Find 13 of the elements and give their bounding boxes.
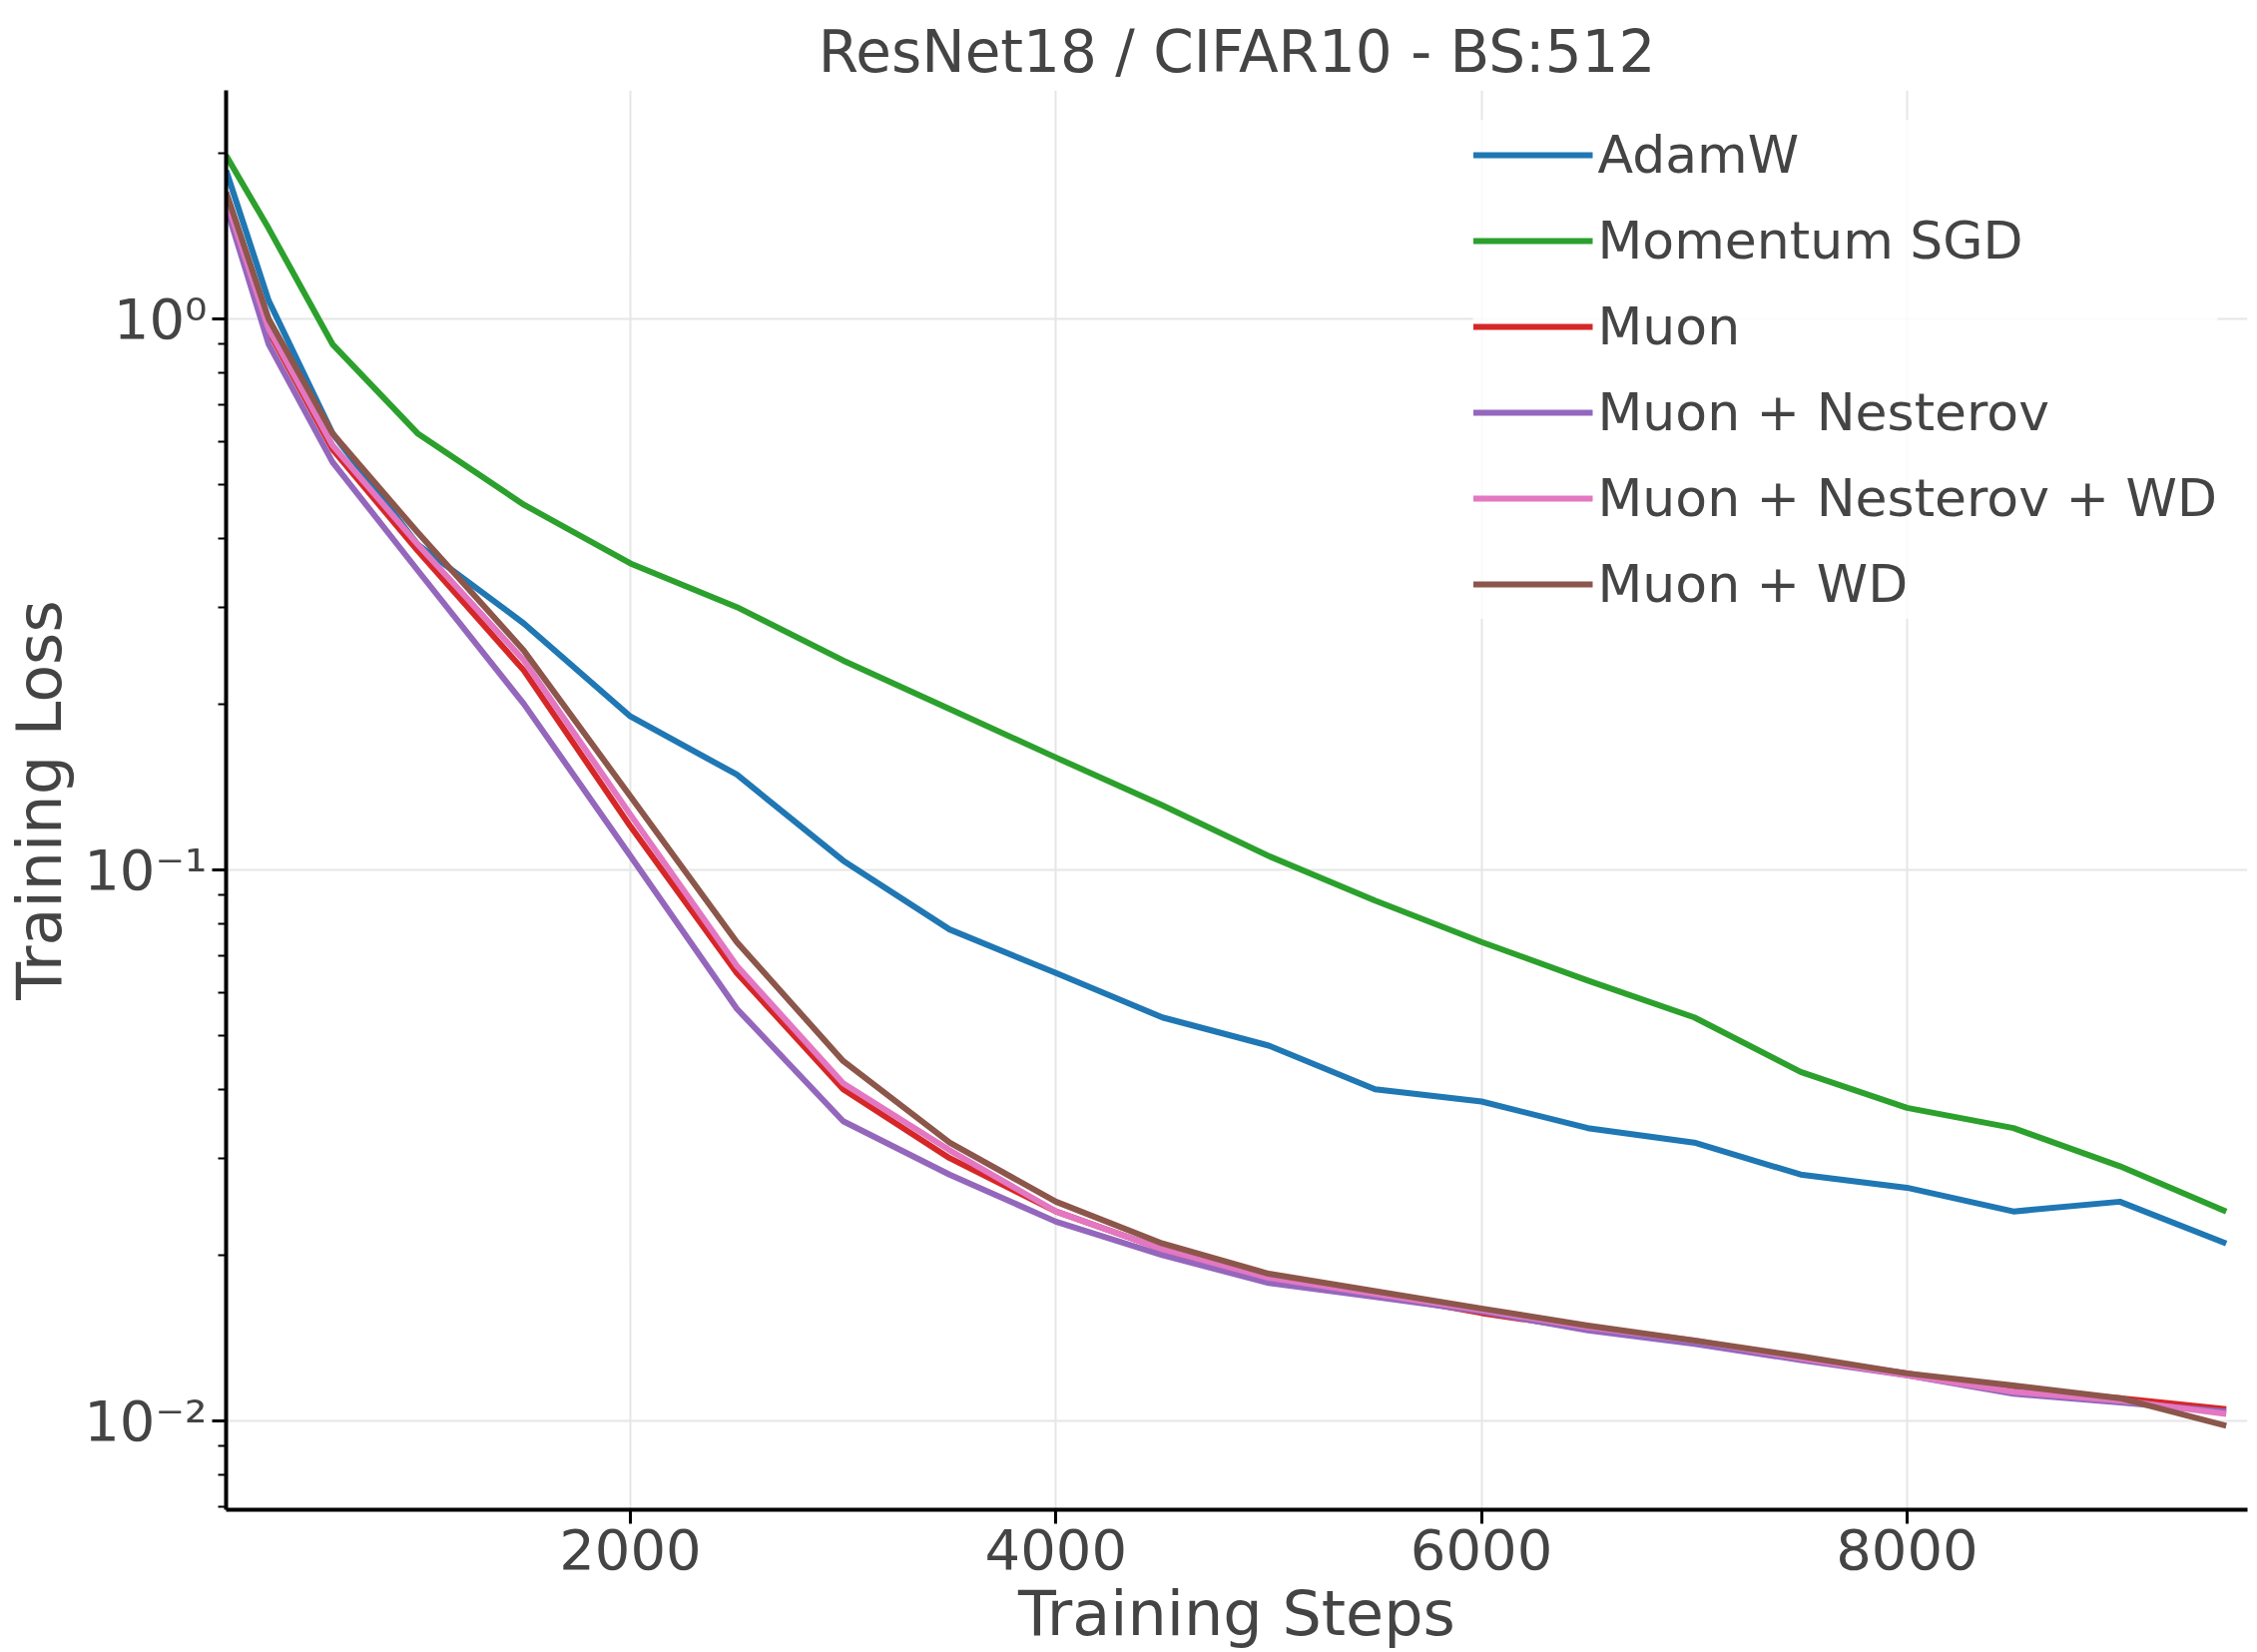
y-axis-title: Training Loss [3, 600, 77, 1001]
x-tick-label: 2000 [559, 1516, 702, 1582]
legend-label: AdamW [1597, 124, 1800, 187]
legend-label: Muon + WD [1597, 553, 1909, 616]
y-tick-label: 10⁻¹ [84, 837, 208, 903]
legend-label: Momentum SGD [1597, 210, 2023, 273]
y-tick-label: 10⁻² [84, 1388, 208, 1454]
legend-label: Muon + Nesterov + WD [1597, 467, 2217, 530]
x-tick-label: 8000 [1836, 1516, 1978, 1582]
legend-label: Muon [1597, 295, 1741, 358]
chart-title: ResNet18 / CIFAR10 - BS:512 [818, 17, 1656, 86]
legend-label: Muon + Nesterov [1597, 381, 2049, 444]
y-tick-label: 10⁰ [113, 286, 208, 352]
